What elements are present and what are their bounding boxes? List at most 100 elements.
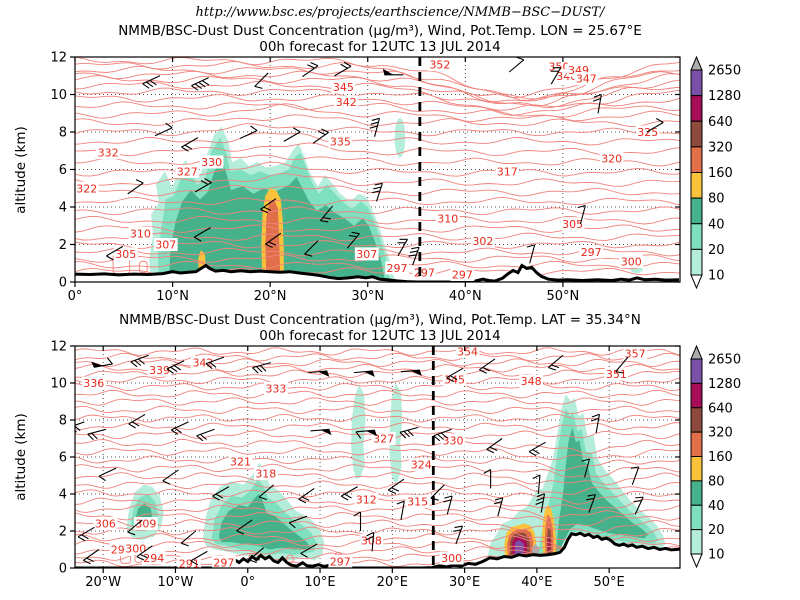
svg-text:327: 327 xyxy=(177,165,198,178)
svg-text:6: 6 xyxy=(59,451,67,466)
svg-text:332: 332 xyxy=(98,147,119,160)
svg-text:10°W: 10°W xyxy=(158,575,194,590)
svg-text:305: 305 xyxy=(115,248,136,261)
svg-text:20°W: 20°W xyxy=(85,575,121,590)
svg-text:339: 339 xyxy=(149,364,170,377)
svg-text:327: 327 xyxy=(373,433,394,446)
svg-text:10: 10 xyxy=(50,88,67,103)
colorbar-tick-labels: 2650 1280 640 320 160 80 40 20 10 xyxy=(708,64,741,284)
svg-text:320: 320 xyxy=(601,152,622,165)
svg-text:1280: 1280 xyxy=(708,377,741,392)
svg-text:4: 4 xyxy=(59,201,67,216)
colorbar-bottom: 2650 1280 640 320 160 80 40 20 10 xyxy=(690,344,741,569)
svg-text:322: 322 xyxy=(76,182,97,195)
svg-text:0: 0 xyxy=(59,276,67,291)
svg-text:297: 297 xyxy=(414,267,435,280)
svg-text:10: 10 xyxy=(50,377,67,392)
bottom-panel-subtitle: 00h forecast for 12UTC 13 JUL 2014 xyxy=(259,328,501,344)
svg-text:342: 342 xyxy=(192,357,213,370)
svg-text:321: 321 xyxy=(230,456,251,469)
svg-text:160: 160 xyxy=(708,450,733,465)
svg-text:0: 0 xyxy=(59,562,67,577)
svg-text:6: 6 xyxy=(59,163,67,178)
svg-text:294: 294 xyxy=(143,552,164,565)
svg-text:12: 12 xyxy=(50,340,67,355)
svg-text:305: 305 xyxy=(562,218,583,231)
svg-text:325: 325 xyxy=(637,126,658,139)
lon-cross-section-plot: 336 339 342 333 345 354 357 351 348 330 327 324 321 3… xyxy=(50,340,681,590)
svg-text:300: 300 xyxy=(441,552,462,565)
svg-text:357: 357 xyxy=(625,347,646,360)
svg-text:352: 352 xyxy=(429,59,450,72)
svg-text:300: 300 xyxy=(621,255,642,268)
svg-text:2: 2 xyxy=(59,525,67,540)
svg-text:320: 320 xyxy=(708,140,733,155)
svg-text:40: 40 xyxy=(708,499,725,514)
axes-frame: 0° 10°N 20°N 30°N 40°N 50°N 0 2 4 6 8 10 12 xyxy=(50,51,681,304)
terrain-profile xyxy=(75,531,680,568)
svg-text:333: 333 xyxy=(265,383,286,396)
svg-text:347: 347 xyxy=(576,73,597,86)
colorbar-tick-labels: 2650 1280 640 320 160 80 40 20 10 xyxy=(708,353,741,563)
svg-text:330: 330 xyxy=(443,434,464,447)
svg-text:2: 2 xyxy=(59,238,67,253)
svg-text:336: 336 xyxy=(83,377,104,390)
svg-text:309: 309 xyxy=(135,518,156,531)
svg-text:317: 317 xyxy=(497,165,518,178)
svg-text:345: 345 xyxy=(333,81,354,94)
svg-text:80: 80 xyxy=(708,474,725,489)
svg-text:320: 320 xyxy=(708,426,733,441)
svg-text:20°E: 20°E xyxy=(377,575,408,590)
svg-text:30°N: 30°N xyxy=(351,289,384,304)
svg-text:351: 351 xyxy=(606,368,627,381)
colorbar-top: 2650 1280 640 320 160 80 40 20 10 xyxy=(690,55,741,290)
svg-text:342: 342 xyxy=(336,96,357,109)
svg-text:30°E: 30°E xyxy=(449,575,480,590)
svg-text:300: 300 xyxy=(125,543,146,556)
contour-labels: 336 339 342 333 345 354 357 351 348 330 327 324 321 3… xyxy=(81,346,648,569)
svg-text:2650: 2650 xyxy=(708,353,741,368)
svg-text:0°: 0° xyxy=(240,575,255,590)
svg-text:1280: 1280 xyxy=(708,89,741,104)
svg-text:640: 640 xyxy=(708,115,733,130)
svg-text:40°N: 40°N xyxy=(449,289,482,304)
wind-barbs xyxy=(106,57,664,266)
svg-text:20: 20 xyxy=(708,523,725,538)
source-url: http://www.bsc.es/projects/earthscience/… xyxy=(195,5,605,20)
svg-text:8: 8 xyxy=(59,414,67,429)
svg-text:324: 324 xyxy=(411,458,432,471)
svg-text:10: 10 xyxy=(708,269,725,284)
svg-text:297: 297 xyxy=(387,262,408,275)
wind-barbs xyxy=(75,354,644,566)
svg-text:640: 640 xyxy=(708,401,733,416)
svg-text:308: 308 xyxy=(361,534,382,547)
svg-text:312: 312 xyxy=(356,494,377,507)
svg-text:335: 335 xyxy=(330,135,351,148)
svg-text:160: 160 xyxy=(708,166,733,181)
svg-text:310: 310 xyxy=(437,212,458,225)
bottom-panel-title: NMMB/BSC-Dust Dust Concentration (µg/m³)… xyxy=(119,312,641,328)
axes-frame: 20°W 10°W 0° 10°E 20°E 30°E 40°E 50°E 0 2 4 6 8 10 12 xyxy=(50,340,681,590)
svg-text:307: 307 xyxy=(155,239,176,252)
svg-text:10°N: 10°N xyxy=(156,289,189,304)
svg-text:297: 297 xyxy=(452,269,473,282)
svg-text:297: 297 xyxy=(213,556,234,569)
terrain-profile xyxy=(75,263,680,282)
top-panel-subtitle: 00h forecast for 12UTC 13 JUL 2014 xyxy=(259,39,501,55)
svg-text:10°E: 10°E xyxy=(304,575,335,590)
dust-concentration-patches xyxy=(126,383,666,563)
svg-text:8: 8 xyxy=(59,126,67,141)
svg-text:40°E: 40°E xyxy=(521,575,552,590)
svg-text:80: 80 xyxy=(708,192,725,207)
svg-text:307: 307 xyxy=(356,248,377,261)
svg-text:354: 354 xyxy=(457,346,478,359)
svg-text:302: 302 xyxy=(472,235,493,248)
svg-text:0°: 0° xyxy=(68,289,83,304)
svg-text:348: 348 xyxy=(521,375,542,388)
svg-text:50°N: 50°N xyxy=(547,289,580,304)
svg-text:20: 20 xyxy=(708,243,725,258)
svg-text:20°N: 20°N xyxy=(254,289,287,304)
svg-text:40: 40 xyxy=(708,217,725,232)
